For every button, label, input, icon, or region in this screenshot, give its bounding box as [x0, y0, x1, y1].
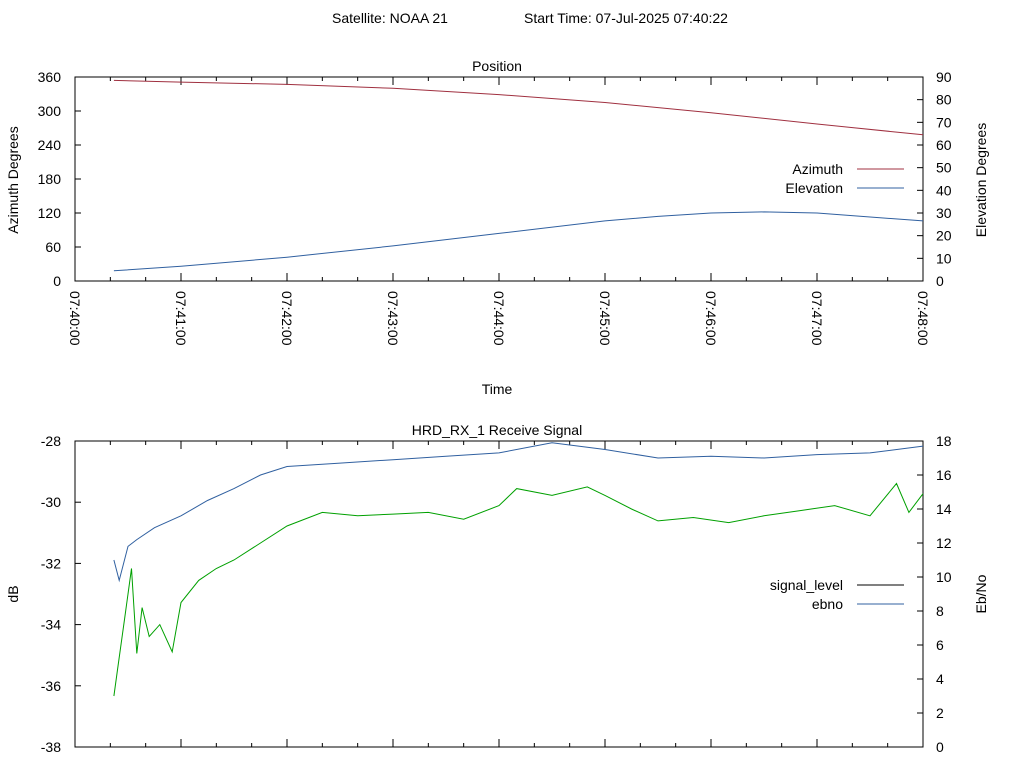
db-axis-label: dB: [5, 585, 21, 602]
position-title: Position: [472, 58, 522, 74]
plot-frame-1: [74, 440, 924, 748]
satellite-label: Satellite: NOAA 21: [332, 10, 448, 26]
y2-tick-label-1-6: 12: [936, 535, 952, 551]
y-tick-label-0-4: 240: [38, 137, 62, 153]
legend-label-0-0: Azimuth: [792, 161, 843, 177]
x-tick-label-0-7: 07:47:00: [809, 291, 825, 346]
ebno-axis-label: Eb/No: [973, 574, 989, 613]
legend-label-0-1: Elevation: [785, 180, 843, 196]
signal-title: HRD_RX_1 Receive Signal: [412, 422, 582, 438]
azimuth-axis-label: Azimuth Degrees: [5, 126, 21, 233]
y2-tick-label-1-1: 2: [936, 705, 944, 721]
plot-frame-0: [74, 76, 924, 282]
y-tick-label-0-1: 60: [45, 239, 61, 255]
y2-tick-label-0-3: 30: [936, 205, 952, 221]
y2-tick-label-1-0: 0: [936, 739, 944, 755]
y2-tick-label-1-9: 18: [936, 433, 952, 449]
y2-tick-label-0-8: 80: [936, 92, 952, 108]
y-tick-label-0-2: 120: [38, 205, 62, 221]
y2-tick-label-0-7: 70: [936, 114, 952, 130]
x-tick-label-0-4: 07:44:00: [491, 291, 507, 346]
y-tick-label-1-0: -38: [41, 739, 61, 755]
legend-label-1-0: signal_level: [770, 577, 843, 593]
y2-tick-label-1-2: 4: [936, 671, 944, 687]
start-time-label: Start Time: 07-Jul-2025 07:40:22: [524, 10, 728, 26]
x-tick-label-0-8: 07:48:00: [915, 291, 931, 346]
y-tick-label-1-2: -34: [41, 617, 61, 633]
y2-tick-label-0-4: 40: [936, 182, 952, 198]
y2-tick-label-1-5: 10: [936, 569, 952, 585]
x-tick-label-0-3: 07:43:00: [385, 291, 401, 346]
x-tick-label-0-6: 07:46:00: [703, 291, 719, 346]
y-tick-label-1-5: -28: [41, 433, 61, 449]
x-tick-label-0-1: 07:41:00: [173, 291, 189, 346]
y2-tick-label-0-0: 0: [936, 273, 944, 289]
x-tick-label-0-5: 07:45:00: [597, 291, 613, 346]
y2-tick-label-0-2: 20: [936, 228, 952, 244]
y2-tick-label-0-9: 90: [936, 69, 952, 85]
position-x-axis-label: Time: [482, 381, 513, 397]
elevation-axis-label: Elevation Degrees: [973, 123, 989, 237]
y2-tick-label-1-8: 16: [936, 467, 952, 483]
y-tick-label-1-4: -30: [41, 494, 61, 510]
y2-tick-label-1-4: 8: [936, 603, 944, 619]
y-tick-label-0-6: 360: [38, 69, 62, 85]
y-tick-label-0-3: 180: [38, 171, 62, 187]
legend-label-1-1: ebno: [812, 596, 843, 612]
y-tick-label-1-1: -36: [41, 678, 61, 694]
y2-tick-label-1-3: 6: [936, 637, 944, 653]
y2-tick-label-0-6: 60: [936, 137, 952, 153]
y2-tick-label-0-1: 10: [936, 250, 952, 266]
y-tick-label-0-0: 0: [53, 273, 61, 289]
series-line-0-1: [113, 211, 924, 272]
x-tick-label-0-2: 07:42:00: [279, 291, 295, 346]
x-tick-label-0-0: 07:40:00: [67, 291, 83, 346]
series-line-1-1: [113, 442, 924, 583]
y2-tick-label-1-7: 14: [936, 501, 952, 517]
y2-tick-label-0-5: 50: [936, 160, 952, 176]
y-tick-label-1-3: -32: [41, 555, 61, 571]
y-tick-label-0-5: 300: [38, 103, 62, 119]
series-line-1-2: [113, 482, 924, 697]
series-line-0-0: [113, 79, 924, 136]
